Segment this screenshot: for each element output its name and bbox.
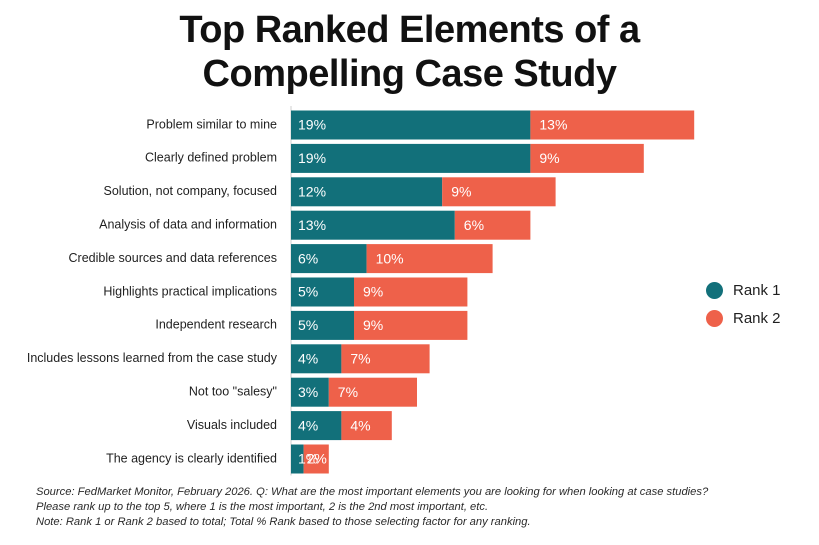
bar-label-rank1: 5% xyxy=(298,284,318,300)
category-label: Independent research xyxy=(155,318,277,332)
bar-rank1 xyxy=(291,210,455,240)
bar-label-rank2: 7% xyxy=(338,384,358,400)
category-label: Highlights practical implications xyxy=(103,284,277,298)
bar-label-rank2: 6% xyxy=(464,217,484,233)
bar-rank1 xyxy=(291,277,354,307)
bar-label-rank1: 12% xyxy=(298,184,326,200)
bar-label-rank1: 6% xyxy=(298,250,318,266)
bar-label-rank2: 2% xyxy=(307,451,327,467)
legend-label-rank1: Rank 1 xyxy=(733,281,781,299)
category-label: Not too "salesy" xyxy=(189,384,277,398)
bar-label-rank1: 13% xyxy=(298,217,326,233)
bar-rank2 xyxy=(442,177,556,207)
bar-label-rank2: 9% xyxy=(363,317,383,333)
bar-rank1 xyxy=(291,143,531,173)
bar-rank2 xyxy=(354,277,468,307)
legend-item-rank1: Rank 1 xyxy=(706,276,781,304)
bar-label-rank1: 5% xyxy=(298,317,318,333)
bar-rank1 xyxy=(291,444,304,474)
footnote-line-1: Source: FedMarket Monitor, February 2026… xyxy=(36,486,709,498)
footnote-line-3: Note: Rank 1 or Rank 2 based to total; T… xyxy=(36,516,531,528)
bar-rank1 xyxy=(291,377,329,407)
bar-rank2 xyxy=(354,310,468,340)
bar-label-rank1: 3% xyxy=(298,384,318,400)
bar-label-rank2: 9% xyxy=(363,284,383,300)
bar-label-rank2: 7% xyxy=(350,351,370,367)
page-title: Top Ranked Elements of a Compelling Case… xyxy=(0,8,819,96)
footnote-line-2: Please rank up to the top 5, where 1 is … xyxy=(36,501,489,513)
source-footnote: Source: FedMarket Monitor, February 2026… xyxy=(36,485,806,530)
bar-rank1 xyxy=(291,244,367,274)
legend-label-rank2: Rank 2 xyxy=(733,309,781,327)
category-label: The agency is clearly identified xyxy=(106,451,277,465)
title-line-1: Top Ranked Elements of a xyxy=(179,9,640,51)
category-label: Includes lessons learned from the case s… xyxy=(27,351,278,365)
bar-rank2 xyxy=(328,377,417,407)
bar-label-rank1: 19% xyxy=(298,117,326,133)
category-label: Analysis of data and information xyxy=(99,217,277,231)
bar-label-rank2: 4% xyxy=(350,417,370,433)
legend-swatch-rank1 xyxy=(706,281,723,299)
bar-label-rank1: 4% xyxy=(298,351,318,367)
bar-rank2 xyxy=(366,244,493,274)
category-label: Visuals included xyxy=(187,418,277,432)
category-label: Solution, not company, focused xyxy=(104,184,278,198)
category-label: Clearly defined problem xyxy=(145,151,277,165)
bar-rank1 xyxy=(291,411,342,441)
title-line-2: Compelling Case Study xyxy=(202,53,617,95)
bar-rank2 xyxy=(341,344,430,374)
bar-rank1 xyxy=(291,310,354,340)
bar-rank1 xyxy=(291,344,342,374)
bar-label-rank2: 10% xyxy=(376,250,404,266)
bar-rank1 xyxy=(291,110,531,140)
bar-label-rank1: 1% xyxy=(298,451,318,467)
bar-rank2 xyxy=(303,444,329,474)
legend: Rank 1 Rank 2 xyxy=(706,276,781,332)
bar-label-rank1: 4% xyxy=(298,417,318,433)
bar-rank2 xyxy=(454,210,531,240)
bar-rank2 xyxy=(341,411,392,441)
category-label: Credible sources and data references xyxy=(69,251,277,265)
legend-item-rank2: Rank 2 xyxy=(706,304,781,332)
bar-label-rank2: 9% xyxy=(539,150,559,166)
legend-swatch-rank2 xyxy=(706,309,723,327)
bar-label-rank2: 9% xyxy=(451,184,471,200)
bar-rank2 xyxy=(530,110,695,140)
bar-rank2 xyxy=(530,143,644,173)
bar-rank1 xyxy=(291,177,443,207)
bar-label-rank2: 13% xyxy=(539,117,567,133)
bar-label-rank1: 19% xyxy=(298,150,326,166)
category-label: Problem similar to mine xyxy=(146,117,277,131)
